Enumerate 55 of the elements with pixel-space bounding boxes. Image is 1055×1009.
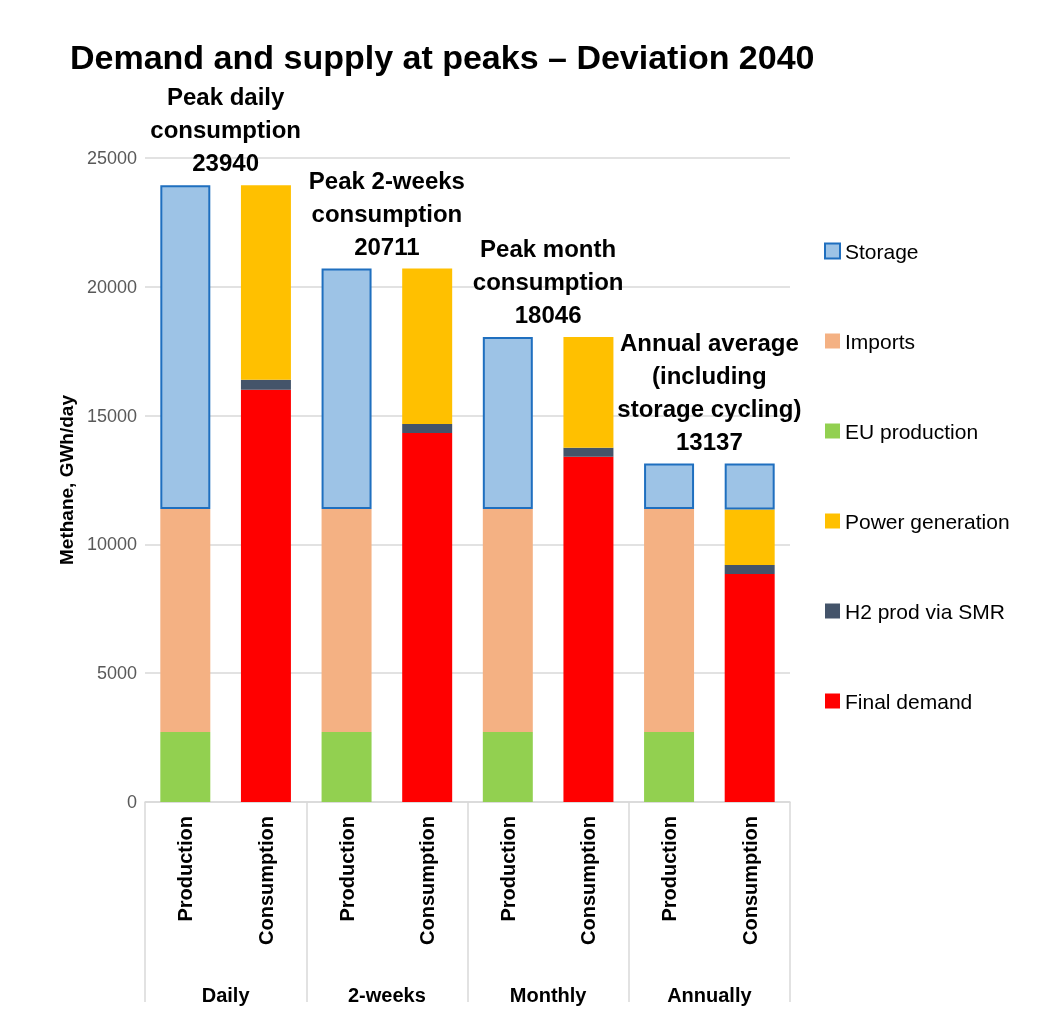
- bar: [644, 509, 695, 732]
- bar: [482, 509, 533, 732]
- y-tick-label: 0: [126, 792, 137, 812]
- annotation: Peak daily consumption 23940: [150, 83, 301, 177]
- bar: [321, 509, 372, 732]
- bar: [563, 447, 614, 457]
- x-tick-label: Consumption: [254, 816, 277, 945]
- bar: [160, 731, 211, 802]
- legend-label: Final demand: [845, 689, 973, 713]
- legend-label: EU production: [845, 419, 979, 443]
- bar: [563, 456, 614, 802]
- annotation: Peak 2-weeks consumption 20711: [308, 166, 465, 260]
- text: Annually: [667, 984, 753, 1006]
- text: 2-weeks: [347, 984, 426, 1006]
- x-tick-label: Consumption: [577, 816, 600, 945]
- x-tick-label: Production: [658, 816, 681, 922]
- legend-label: Imports: [845, 329, 916, 353]
- y-tick-label: 20000: [86, 276, 137, 297]
- bar: [240, 185, 291, 380]
- bar: [402, 268, 453, 425]
- bar: [644, 731, 695, 802]
- annotation: Annual average (including storage cycling) 13137: [617, 328, 802, 455]
- annotation: Peak month consumption 18046: [472, 235, 624, 329]
- bar: [482, 731, 533, 802]
- x-tick-label: Production: [174, 816, 197, 922]
- bar: [563, 337, 614, 448]
- x-tick-label: Production: [496, 816, 519, 922]
- bar: [724, 463, 775, 510]
- x-tick-label: Consumption: [416, 816, 439, 945]
- bar: [160, 185, 211, 510]
- bar: [160, 509, 211, 732]
- bar: [402, 424, 453, 434]
- legend-label: H2 prod via SMR: [845, 599, 1005, 623]
- y-axis-title: Methane, GWh/day: [56, 394, 78, 565]
- bar: [724, 509, 775, 566]
- bar: [240, 389, 291, 802]
- bar: [644, 463, 695, 510]
- y-tick-label: 5000: [96, 663, 137, 684]
- y-tick-label: 25000: [86, 148, 137, 168]
- text: Daily: [201, 984, 251, 1006]
- legend-label: Power generation: [845, 509, 1010, 533]
- y-tick-label: 15000: [86, 405, 137, 426]
- bar: [321, 731, 372, 802]
- text: Monthly: [509, 984, 588, 1006]
- bar: [724, 565, 775, 575]
- legend-label: Storage: [845, 239, 919, 263]
- bar: [321, 268, 372, 510]
- bar: [724, 574, 775, 802]
- y-tick-label: 10000: [86, 534, 137, 555]
- bar: [402, 433, 453, 802]
- x-tick-label: Production: [335, 816, 358, 922]
- x-tick-label: Consumption: [738, 816, 761, 945]
- chart-title: Demand and supply at peaks – Deviation 2040: [70, 38, 815, 76]
- bar: [240, 379, 291, 390]
- bar: [482, 337, 533, 510]
